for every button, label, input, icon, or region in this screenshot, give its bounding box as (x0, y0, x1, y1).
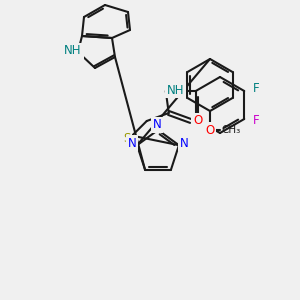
Text: CH₃: CH₃ (221, 125, 241, 135)
Text: F: F (253, 115, 260, 128)
Text: S: S (123, 133, 130, 146)
Text: NH: NH (167, 83, 184, 97)
Text: O: O (193, 115, 203, 128)
Text: NH: NH (64, 44, 82, 58)
Text: N: N (179, 137, 188, 150)
Text: N: N (153, 118, 161, 131)
Text: O: O (206, 124, 214, 136)
Text: N: N (128, 137, 136, 150)
Text: F: F (253, 82, 260, 95)
